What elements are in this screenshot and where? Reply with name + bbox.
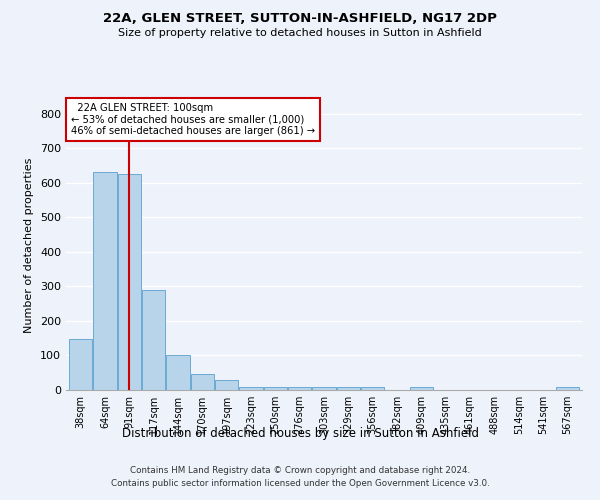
Y-axis label: Number of detached properties: Number of detached properties [25,158,34,332]
Bar [288,387,311,390]
Text: Size of property relative to detached houses in Sutton in Ashfield: Size of property relative to detached ho… [118,28,482,38]
Text: Contains HM Land Registry data © Crown copyright and database right 2024.
Contai: Contains HM Land Registry data © Crown c… [110,466,490,487]
Bar [166,356,190,390]
Bar [118,174,141,390]
Text: Distribution of detached houses by size in Sutton in Ashfield: Distribution of detached houses by size … [121,428,479,440]
Bar [337,386,360,390]
Bar [69,339,92,390]
Bar [94,172,116,390]
Bar [191,374,214,390]
Bar [239,386,263,390]
Text: 22A, GLEN STREET, SUTTON-IN-ASHFIELD, NG17 2DP: 22A, GLEN STREET, SUTTON-IN-ASHFIELD, NG… [103,12,497,26]
Bar [313,386,335,390]
Text: 22A GLEN STREET: 100sqm  
← 53% of detached houses are smaller (1,000)
46% of se: 22A GLEN STREET: 100sqm ← 53% of detache… [71,103,315,136]
Bar [556,387,579,390]
Bar [410,387,433,390]
Bar [264,387,287,390]
Bar [215,380,238,390]
Bar [361,386,384,390]
Bar [142,290,165,390]
